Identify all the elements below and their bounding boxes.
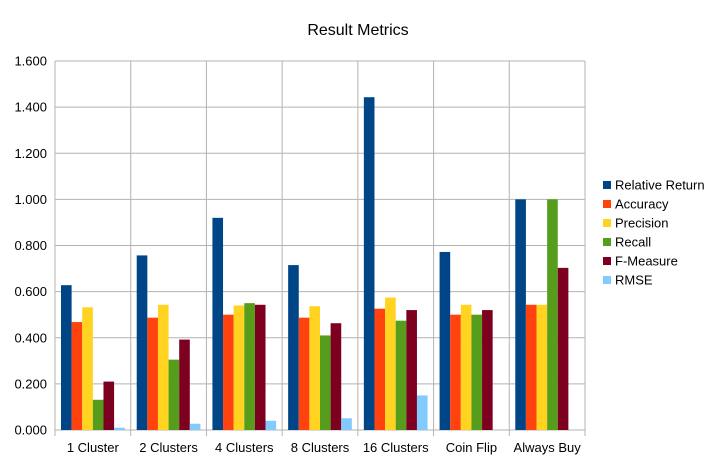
legend-label: Relative Return bbox=[615, 178, 705, 193]
bar-rmse bbox=[416, 395, 428, 430]
legend-swatch bbox=[603, 200, 611, 208]
x-tick-label: 1 Cluster bbox=[67, 440, 120, 455]
x-tick-label: 8 Clusters bbox=[291, 440, 350, 455]
legend-label: Accuracy bbox=[615, 197, 669, 212]
bar-accuracy bbox=[71, 322, 83, 430]
x-tick-label: 16 Clusters bbox=[363, 440, 429, 455]
legend-swatch bbox=[603, 257, 611, 265]
bar-relative-return bbox=[515, 199, 526, 430]
bar-precision bbox=[82, 307, 93, 430]
bar-precision bbox=[536, 304, 548, 430]
grid-layer bbox=[54, 60, 586, 436]
y-tick-label: 0.600 bbox=[14, 284, 47, 299]
bar-recall bbox=[92, 399, 104, 430]
bar-relative-return bbox=[61, 285, 72, 430]
bar-rmse bbox=[265, 420, 277, 430]
y-tick-label: 1.200 bbox=[14, 146, 47, 161]
bar-precision bbox=[460, 304, 472, 430]
chart-title: Result Metrics bbox=[307, 22, 408, 39]
bar-relative-return bbox=[363, 97, 375, 430]
legend: Relative Return Accuracy Precision Recall F-… bbox=[603, 178, 705, 288]
axis-layer: 0.000 0.200 0.400 0.600 0.800 1.000 1.200 1.400… bbox=[14, 54, 581, 456]
bar-recall bbox=[547, 199, 558, 430]
legend-swatch bbox=[603, 276, 611, 284]
y-tick-label: 1.000 bbox=[14, 192, 47, 207]
y-tick-label: 1.400 bbox=[14, 100, 47, 115]
bar-relative-return bbox=[439, 251, 451, 430]
bar-f-measure bbox=[254, 304, 266, 430]
x-tick-label: Coin Flip bbox=[446, 440, 497, 455]
bar-recall bbox=[168, 359, 180, 430]
legend-swatch bbox=[603, 238, 611, 246]
legend-label: Precision bbox=[615, 216, 668, 231]
bars-layer bbox=[61, 97, 569, 430]
bar-rmse bbox=[341, 418, 352, 430]
bar-relative-return bbox=[288, 265, 299, 430]
y-tick-label: 1.600 bbox=[14, 54, 47, 69]
bar-accuracy bbox=[298, 317, 310, 430]
bar-recall bbox=[244, 303, 255, 430]
bar-f-measure bbox=[330, 323, 342, 430]
bar-relative-return bbox=[136, 255, 148, 430]
bar-f-measure bbox=[103, 381, 115, 430]
y-tick-label: 0.000 bbox=[14, 423, 47, 438]
bar-recall bbox=[471, 314, 483, 430]
x-tick-label: 4 Clusters bbox=[215, 440, 274, 455]
bar-f-measure bbox=[179, 339, 190, 430]
bar-accuracy bbox=[525, 304, 537, 430]
bar-accuracy bbox=[223, 314, 234, 430]
x-tick-label: 2 Clusters bbox=[139, 440, 198, 455]
bar-relative-return bbox=[212, 217, 224, 430]
bar-rmse bbox=[114, 427, 125, 430]
bar-accuracy bbox=[147, 317, 158, 430]
legend-label: RMSE bbox=[615, 273, 653, 288]
bar-f-measure bbox=[406, 310, 417, 430]
bar-precision bbox=[385, 297, 396, 430]
legend-label: F-Measure bbox=[615, 254, 678, 269]
legend-swatch bbox=[603, 181, 611, 189]
bar-recall bbox=[395, 320, 407, 430]
legend-label: Recall bbox=[615, 235, 651, 250]
legend-swatch bbox=[603, 219, 611, 227]
y-tick-label: 0.200 bbox=[14, 376, 47, 391]
bar-recall bbox=[320, 335, 331, 430]
y-tick-label: 0.800 bbox=[14, 238, 47, 253]
bar-accuracy bbox=[374, 308, 386, 430]
bar-f-measure bbox=[482, 310, 493, 430]
y-tick-label: 0.400 bbox=[14, 330, 47, 345]
x-tick-label: Always Buy bbox=[514, 440, 582, 455]
bar-f-measure bbox=[557, 267, 569, 430]
bar-rmse bbox=[189, 423, 201, 430]
bar-accuracy bbox=[450, 314, 461, 430]
bar-precision bbox=[157, 304, 169, 430]
bar-precision bbox=[309, 306, 320, 430]
bar-precision bbox=[233, 305, 245, 430]
